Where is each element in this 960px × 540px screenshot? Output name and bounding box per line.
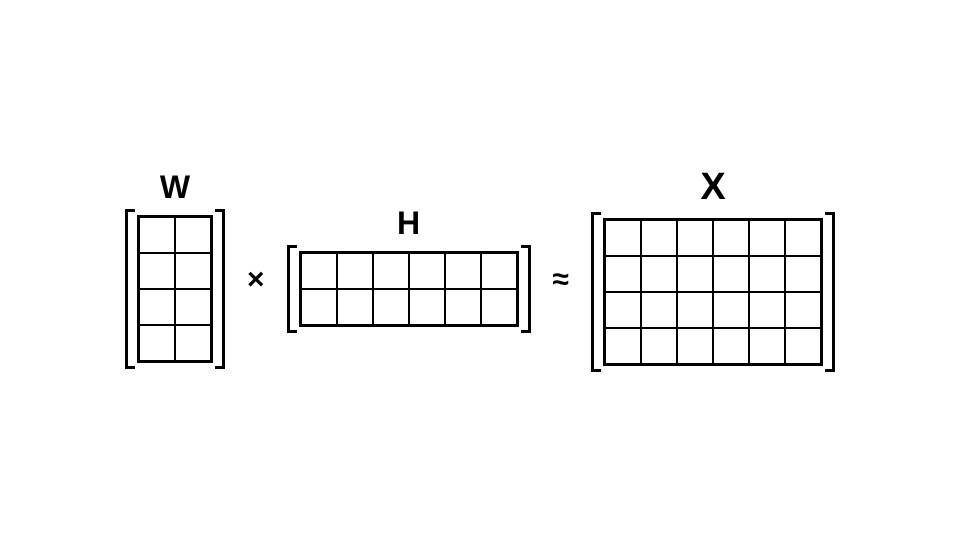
matrix-cell [677, 292, 713, 328]
matrix-cell [641, 292, 677, 328]
matrix-cell [445, 289, 481, 325]
matrix-cell [301, 253, 337, 289]
matrix-equation: W × H ≈ X [125, 168, 835, 372]
matrix-H-bracketed [287, 245, 531, 333]
matrix-cell [677, 220, 713, 256]
matrix-H-label: H [397, 207, 420, 239]
matrix-cell [409, 253, 445, 289]
matrix-cell [409, 289, 445, 325]
matrix-cell [373, 289, 409, 325]
matrix-W-bracketed [125, 209, 225, 369]
matrix-cell [749, 256, 785, 292]
matrix-cell [749, 328, 785, 364]
matrix-cell [605, 292, 641, 328]
left-bracket-icon [591, 212, 601, 372]
matrix-cell [605, 256, 641, 292]
matrix-cell [605, 328, 641, 364]
matrix-X-label: X [700, 168, 725, 206]
matrix-W-label: W [160, 171, 190, 203]
matrix-cell [785, 256, 821, 292]
matrix-cell [301, 289, 337, 325]
matrix-cell [713, 256, 749, 292]
approx-operator: ≈ [553, 245, 569, 295]
matrix-cell [373, 253, 409, 289]
matrix-cell [785, 220, 821, 256]
matrix-cell [605, 220, 641, 256]
matrix-cell [139, 289, 175, 325]
matrix-X-bracketed [591, 212, 835, 372]
matrix-cell [677, 328, 713, 364]
matrix-cell [481, 289, 517, 325]
matrix-cell [445, 253, 481, 289]
left-bracket-icon [287, 245, 297, 333]
matrix-cell [139, 217, 175, 253]
matrix-cell [175, 253, 211, 289]
matrix-cell [175, 325, 211, 361]
right-bracket-icon [825, 212, 835, 372]
matrix-cell [175, 217, 211, 253]
right-bracket-icon [215, 209, 225, 369]
matrix-X: X [591, 168, 835, 372]
matrix-cell [749, 292, 785, 328]
matrix-cell [785, 292, 821, 328]
matrix-W: W [125, 171, 225, 369]
matrix-cell [337, 289, 373, 325]
matrix-cell [481, 253, 517, 289]
matrix-cell [175, 289, 211, 325]
matrix-cell [677, 256, 713, 292]
multiply-operator: × [247, 245, 265, 295]
right-bracket-icon [521, 245, 531, 333]
matrix-cell [785, 328, 821, 364]
matrix-cell [337, 253, 373, 289]
matrix-H: H [287, 207, 531, 333]
matrix-X-grid [603, 218, 823, 366]
matrix-H-grid [299, 251, 519, 327]
matrix-cell [713, 292, 749, 328]
matrix-cell [139, 253, 175, 289]
matrix-cell [713, 220, 749, 256]
left-bracket-icon [125, 209, 135, 369]
matrix-cell [713, 328, 749, 364]
matrix-cell [749, 220, 785, 256]
matrix-cell [641, 328, 677, 364]
matrix-W-grid [137, 215, 213, 363]
matrix-cell [139, 325, 175, 361]
matrix-cell [641, 256, 677, 292]
matrix-cell [641, 220, 677, 256]
